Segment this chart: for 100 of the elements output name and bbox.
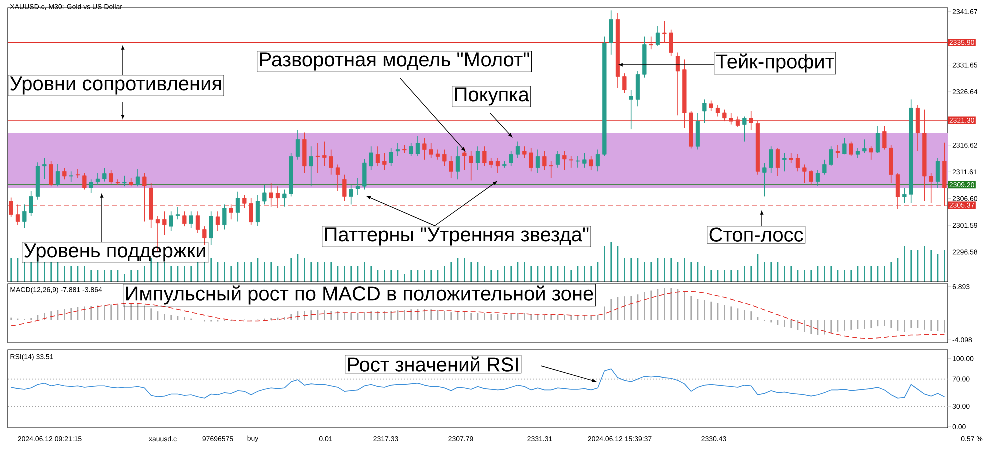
candlestick <box>476 146 480 170</box>
candlestick <box>649 36 654 50</box>
candlestick <box>29 190 34 217</box>
candlestick <box>822 160 827 176</box>
candlestick <box>409 143 414 157</box>
candlestick <box>742 116 747 142</box>
candlestick <box>782 152 787 172</box>
candlestick <box>176 206 180 220</box>
candlestick <box>229 204 234 220</box>
candlestick <box>169 211 174 232</box>
candlestick <box>789 152 794 164</box>
candlestick <box>796 154 800 172</box>
candlestick <box>802 164 807 184</box>
candlestick <box>122 176 127 187</box>
candlestick <box>282 189 287 208</box>
candlestick <box>556 150 560 168</box>
candlestick <box>749 111 754 130</box>
candlestick <box>482 146 487 167</box>
candlestick <box>369 146 374 170</box>
candlestick <box>622 73 627 94</box>
candlestick <box>582 152 587 168</box>
candlestick <box>142 172 147 222</box>
candlestick <box>516 141 520 159</box>
candlestick <box>429 143 434 159</box>
candlestick <box>776 148 780 177</box>
candlestick <box>722 109 727 122</box>
candlestick <box>442 149 447 167</box>
candlestick <box>609 10 614 56</box>
candlestick <box>76 168 80 178</box>
candlestick <box>202 226 207 246</box>
candlestick <box>462 148 467 170</box>
candlestick <box>316 143 320 174</box>
candlestick <box>589 156 594 170</box>
candlestick <box>422 138 427 160</box>
candlestick <box>9 197 14 218</box>
candlestick <box>436 149 440 160</box>
candlestick <box>189 211 194 229</box>
candlestick <box>449 156 454 178</box>
candlestick <box>842 138 847 155</box>
candlestick <box>676 52 680 116</box>
candlestick <box>42 158 47 180</box>
candlestick <box>182 211 187 227</box>
candlestick <box>762 162 767 198</box>
candlestick <box>929 172 934 204</box>
candlestick <box>816 170 820 186</box>
candlestick <box>536 149 540 174</box>
annotation: Импульсный рост по MACD в положительной зоне <box>126 286 594 305</box>
candlestick <box>216 211 220 232</box>
candlestick <box>896 172 900 210</box>
candlestick <box>736 116 740 128</box>
candlestick <box>862 139 867 154</box>
candlestick <box>362 158 367 190</box>
candlestick <box>876 126 880 154</box>
candlestick <box>389 148 394 167</box>
candlestick <box>336 164 340 192</box>
candlestick <box>542 150 547 170</box>
candlestick <box>522 146 527 159</box>
candlestick <box>102 168 107 182</box>
annotation: Разворотная модель "Молот" <box>260 52 530 71</box>
candlestick <box>322 141 327 167</box>
candlestick <box>109 170 114 184</box>
candlestick <box>49 161 54 187</box>
candlestick <box>196 211 200 234</box>
candlestick <box>562 150 567 170</box>
candlestick <box>709 100 714 112</box>
candlestick <box>769 146 774 174</box>
candlestick <box>342 174 347 202</box>
candlestick <box>349 184 354 206</box>
candlestick <box>662 20 667 44</box>
candlestick <box>276 186 280 209</box>
candlestick <box>296 130 300 160</box>
candlestick <box>416 136 420 157</box>
candlestick <box>376 146 380 167</box>
candlestick <box>496 158 500 174</box>
candlestick <box>82 172 87 190</box>
candlestick <box>836 144 840 159</box>
candlestick <box>116 179 120 186</box>
candlestick <box>22 204 27 229</box>
candlestick <box>629 90 634 130</box>
candlestick <box>729 112 734 126</box>
candlestick <box>56 164 60 187</box>
candlestick <box>329 149 334 176</box>
candlestick <box>656 26 660 47</box>
candlestick <box>222 204 227 230</box>
candlestick <box>576 156 580 168</box>
candlestick <box>309 146 314 187</box>
candlestick <box>136 168 140 187</box>
annotation: Тейк-профит <box>716 54 834 73</box>
candlestick <box>396 143 400 157</box>
candlestick <box>242 194 247 209</box>
candlestick <box>62 168 67 180</box>
candlestick <box>856 148 860 159</box>
annotation: Уровни сопротивления <box>10 76 222 95</box>
candlestick <box>456 146 460 180</box>
candlestick <box>469 150 474 182</box>
candlestick <box>829 146 834 167</box>
candlestick <box>162 211 167 236</box>
candlestick <box>669 29 674 57</box>
annotation: Паттерны "Утренняя звезда" <box>325 228 589 246</box>
candlestick <box>236 192 240 222</box>
